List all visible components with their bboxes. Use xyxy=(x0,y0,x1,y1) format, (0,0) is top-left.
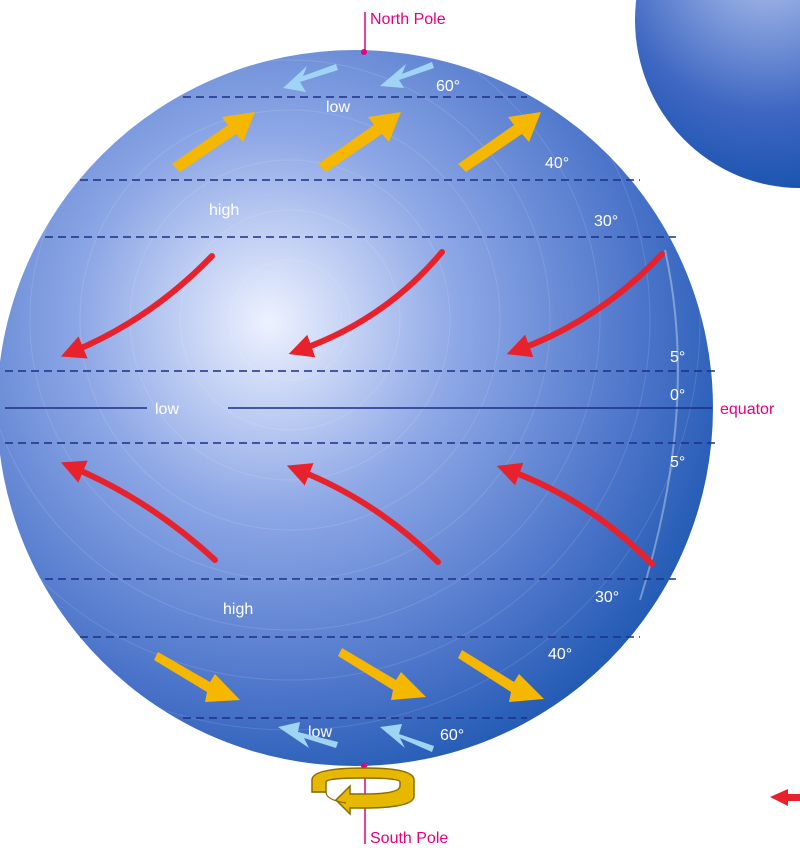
trade-wind-arrow xyxy=(286,463,441,565)
westerly-arrow xyxy=(338,648,426,700)
westerly-arrow xyxy=(172,112,255,172)
westerly-arrow xyxy=(458,112,541,172)
polar-easterly-arrow xyxy=(283,64,338,92)
polar-easterly-arrow xyxy=(380,724,434,752)
polar-easterly-arrow xyxy=(380,62,434,88)
lat-label-n5: 5° xyxy=(670,349,685,366)
lat-label-eq0: 0° xyxy=(670,387,685,404)
trade-winds xyxy=(60,249,665,567)
north-pole-marker xyxy=(361,12,367,55)
latitude-lines xyxy=(5,96,715,719)
lat-label-n40: 40° xyxy=(545,155,569,172)
globe xyxy=(0,50,713,766)
rotation-arrow-icon xyxy=(311,767,415,816)
pressure-label-north-high: high xyxy=(209,202,239,219)
south-pole-label: South Pole xyxy=(370,830,448,847)
polar-easterlies xyxy=(278,62,434,752)
lat-label-s5: 5° xyxy=(670,454,685,471)
lat-label-s40: 40° xyxy=(548,646,572,663)
north-pole-label: North Pole xyxy=(370,11,446,28)
lat-label-n30: 30° xyxy=(594,213,618,230)
cropped-trade-wind-arrow xyxy=(770,789,800,806)
trade-wind-arrow xyxy=(506,251,665,358)
westerly-arrow xyxy=(154,652,240,702)
trade-wind-arrow xyxy=(288,249,445,358)
trade-wind-arrow xyxy=(60,253,215,359)
westerly-arrow xyxy=(318,112,401,172)
background-globe xyxy=(635,0,800,188)
westerly-arrow xyxy=(458,650,544,702)
equator-label: equator xyxy=(720,401,775,418)
lat-label-s60: 60° xyxy=(440,727,464,744)
pressure-label-equatorial-low: low xyxy=(155,401,179,418)
lat-label-n60: 60° xyxy=(436,78,460,95)
trade-wind-arrow xyxy=(60,460,218,563)
lat-label-s30: 30° xyxy=(595,589,619,606)
pressure-label-south-high: high xyxy=(223,601,253,618)
polar-easterly-arrow xyxy=(278,722,338,748)
trade-wind-arrow xyxy=(496,462,655,567)
westerlies xyxy=(154,112,544,702)
pressure-label-north-low: low xyxy=(326,99,350,116)
